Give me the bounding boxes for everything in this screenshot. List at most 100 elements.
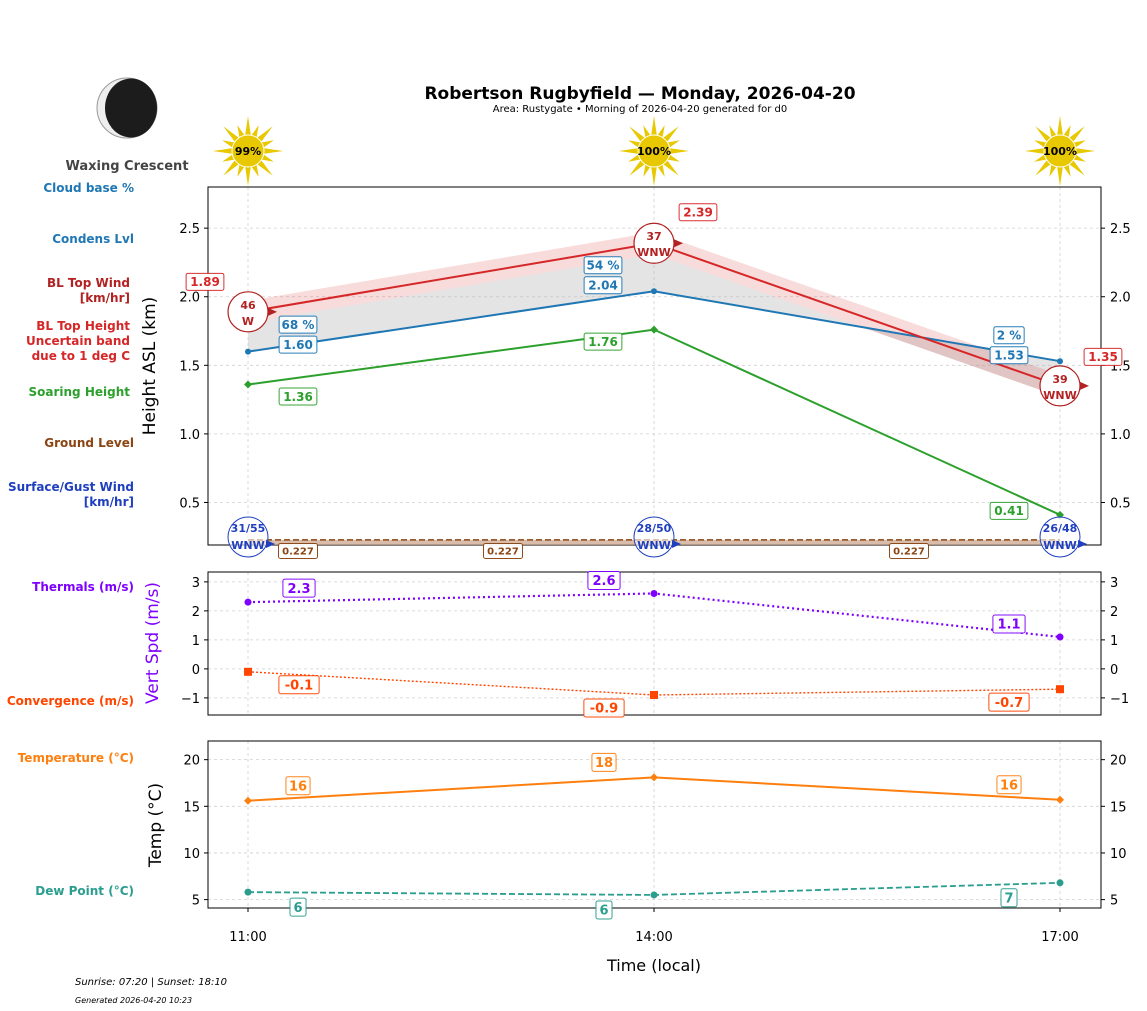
soaring-value-label-box (278, 387, 318, 406)
legend-bl-top-1: BL Top Height (36, 319, 130, 333)
x-tick-label: 14:00 (635, 930, 672, 945)
convergence-point (244, 667, 252, 676)
convergence-value-label-box (583, 698, 625, 718)
sun-ray (237, 163, 246, 177)
legend-temperature: Temperature (°C) (18, 751, 134, 765)
legend-bl-top-2: Uncertain band (26, 334, 130, 348)
convergence-value-label: -0.7 (995, 696, 1023, 711)
bl-top-value-label: 2.39 (683, 206, 713, 220)
sun-ray (1025, 148, 1046, 154)
convergence-value-label-box (988, 692, 1030, 712)
wind-arrow-icon (1078, 540, 1087, 548)
sun-times: Sunrise: 07:20 | Sunset: 18:10 (75, 977, 227, 988)
dew-point-point (1056, 879, 1064, 887)
thermals-point (650, 589, 658, 597)
convergence-value-label-box (278, 675, 320, 695)
bl-top-value-label-box (185, 272, 225, 291)
sun-ray (1072, 153, 1086, 162)
thermals-value-label: 1.1 (997, 618, 1020, 633)
soaring-value-label: 1.76 (588, 335, 618, 349)
dew-point-value-label: 7 (1004, 891, 1013, 906)
sun-ray (256, 126, 273, 143)
convergence-value-label: -0.1 (285, 678, 313, 693)
cloud-region-fill (248, 254, 1060, 397)
ground-value-label: 0.227 (282, 547, 314, 558)
y-tick-label-right: 10 (1110, 847, 1127, 862)
sun-ray (666, 153, 680, 162)
sun-icon (619, 116, 689, 186)
condens-value-label-box (278, 335, 318, 354)
condens-value-label-box (583, 276, 623, 295)
condens-value-label: 1.53 (994, 349, 1024, 363)
temperature-value-label: 16 (289, 779, 307, 794)
condens-point (245, 348, 251, 355)
sun-ray (656, 163, 665, 177)
soaring-value-label: 1.36 (283, 390, 313, 404)
condens-point (1057, 358, 1063, 365)
sun-ray (629, 126, 646, 143)
x-tick-label: 11:00 (229, 930, 266, 945)
convergence-point (650, 690, 658, 699)
surface-wind-direction: WNW (231, 539, 264, 552)
temperature-point (650, 773, 658, 782)
soaring-value-label-box (583, 332, 623, 351)
sun-icon (1025, 116, 1095, 186)
ground-value-label: 0.227 (487, 547, 519, 558)
soaring-point (650, 325, 658, 334)
sun-percent-label: 100% (1043, 145, 1077, 158)
y-tick-label-left: 1 (192, 634, 200, 649)
sun-ray (256, 159, 273, 176)
y-tick-label-right: 5 (1110, 894, 1118, 909)
ground-value-label: 0.227 (893, 547, 925, 558)
bl-top-value-label: 1.89 (190, 275, 220, 289)
sun-ray (1057, 116, 1063, 137)
legend-surface-2: [km/hr] (84, 495, 134, 509)
sun-ray (1072, 140, 1086, 149)
thermals-value-label: 2.3 (287, 582, 310, 597)
condens-point (651, 288, 657, 295)
dew-point-value-label-box (1000, 888, 1018, 908)
y-tick-label-right: 2.5 (1110, 222, 1131, 237)
generated-timestamp: Generated 2026-04-20 10:23 (75, 996, 192, 1005)
cloud-percent-label-box (278, 315, 318, 334)
wind-arrow-icon (266, 540, 275, 548)
sun-ray (260, 153, 274, 162)
legend-soaring: Soaring Height (29, 385, 131, 399)
plot-frame-2 (207, 740, 1102, 909)
surface-wind-speed-gust: 26/48 (1043, 522, 1078, 535)
bl-wind-direction: WNW (1043, 389, 1076, 402)
bl-wind-speed: 37 (646, 230, 661, 243)
bl-top-uncertainty-band (248, 232, 1060, 397)
legend-bl-wind-2: [km/hr] (80, 291, 130, 305)
soaring-value-label-box (989, 501, 1029, 520)
sun-ray (1049, 125, 1058, 139)
ground-value-label-box (278, 543, 318, 559)
cloud-percent-label-box (583, 256, 623, 275)
sun-ray (1062, 125, 1071, 139)
legend-bl-top-3: due to 1 deg C (32, 349, 131, 363)
dew-point-point (650, 891, 658, 899)
sun-ray (668, 148, 689, 154)
chart-subtitle: Area: Rustygate • Morning of 2026-04-20 … (493, 104, 788, 115)
sun-ray (1035, 126, 1052, 143)
temperature-value-label: 16 (1000, 778, 1018, 793)
sun-ray (1034, 153, 1048, 162)
surface-wind-speed-gust: 31/55 (231, 522, 266, 535)
sun-ray (245, 165, 251, 186)
ground-value-label-box (889, 543, 929, 559)
surface-wind-direction: WNW (637, 539, 670, 552)
legend-dew: Dew Point (°C) (35, 884, 134, 898)
bl-top-value-label-box (1083, 347, 1123, 366)
bl-wind-speed: 46 (240, 299, 256, 312)
temperature-value-label: 18 (595, 756, 613, 771)
y-tick-label-left: 3 (192, 576, 200, 591)
y-tick-label-left: 0 (192, 663, 200, 678)
y-tick-label-right: 20 (1110, 754, 1127, 769)
sun-ray (1062, 163, 1071, 177)
temperature-value-label-box (996, 775, 1022, 795)
y-axis-label-height: Height ASL (km) (140, 297, 160, 436)
y-tick-label-left: 0.5 (179, 496, 200, 511)
sun-ray (250, 125, 259, 139)
legend-condens: Condens Lvl (52, 232, 134, 246)
sun-ray (628, 153, 642, 162)
